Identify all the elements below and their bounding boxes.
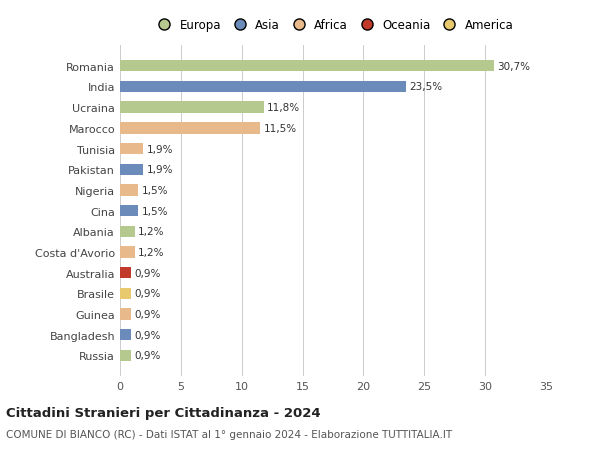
- Text: 0,9%: 0,9%: [134, 268, 161, 278]
- Bar: [120, 350, 131, 361]
- Text: 1,5%: 1,5%: [142, 206, 169, 216]
- Bar: [120, 268, 131, 279]
- Text: 1,9%: 1,9%: [147, 144, 173, 154]
- Bar: [120, 206, 138, 217]
- Bar: [120, 309, 131, 320]
- Text: 11,5%: 11,5%: [263, 123, 297, 134]
- Bar: [120, 330, 131, 341]
- Text: 0,9%: 0,9%: [134, 351, 161, 361]
- Bar: [120, 164, 143, 175]
- Text: 0,9%: 0,9%: [134, 289, 161, 299]
- Bar: [120, 102, 263, 113]
- Text: 1,9%: 1,9%: [147, 165, 173, 175]
- Legend: Europa, Asia, Africa, Oceania, America: Europa, Asia, Africa, Oceania, America: [152, 19, 514, 32]
- Text: 23,5%: 23,5%: [410, 82, 443, 92]
- Bar: [120, 247, 134, 258]
- Text: COMUNE DI BIANCO (RC) - Dati ISTAT al 1° gennaio 2024 - Elaborazione TUTTITALIA.: COMUNE DI BIANCO (RC) - Dati ISTAT al 1°…: [6, 429, 452, 439]
- Text: 0,9%: 0,9%: [134, 330, 161, 340]
- Text: 0,9%: 0,9%: [134, 309, 161, 319]
- Bar: [120, 82, 406, 93]
- Text: Cittadini Stranieri per Cittadinanza - 2024: Cittadini Stranieri per Cittadinanza - 2…: [6, 406, 320, 419]
- Text: 1,5%: 1,5%: [142, 185, 169, 196]
- Bar: [120, 185, 138, 196]
- Text: 30,7%: 30,7%: [497, 62, 530, 72]
- Text: 1,2%: 1,2%: [138, 227, 165, 237]
- Text: 11,8%: 11,8%: [267, 103, 301, 113]
- Bar: [120, 123, 260, 134]
- Bar: [120, 288, 131, 299]
- Bar: [120, 144, 143, 155]
- Bar: [120, 61, 494, 72]
- Text: 1,2%: 1,2%: [138, 247, 165, 257]
- Bar: [120, 226, 134, 237]
